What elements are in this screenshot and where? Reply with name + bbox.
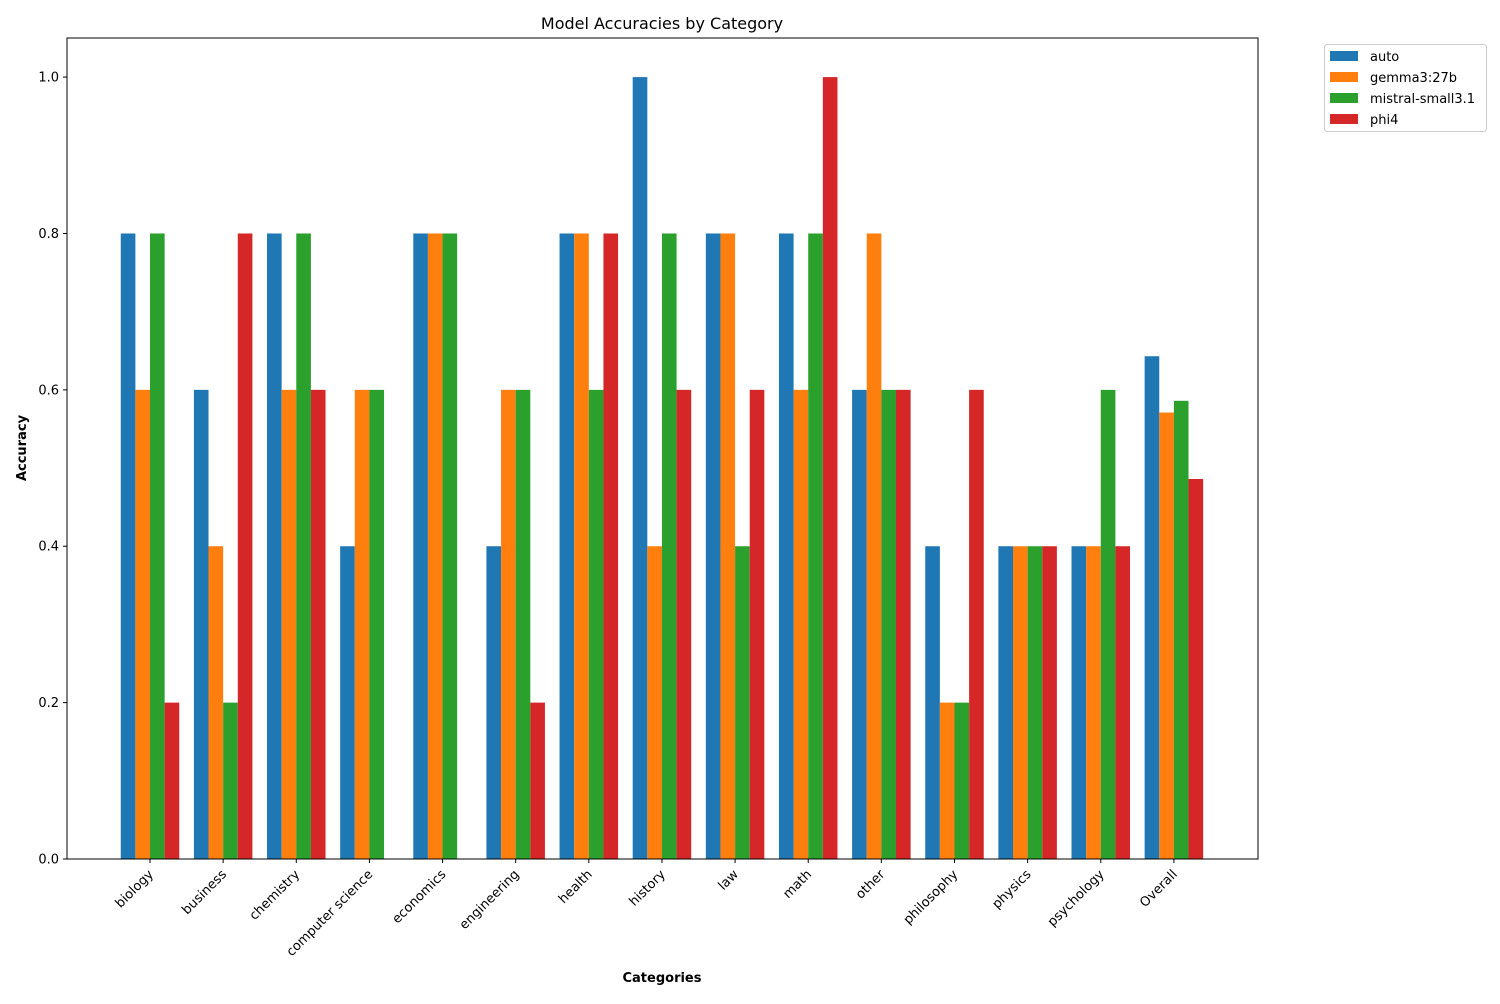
plot-frame — [66, 37, 1259, 860]
bar-mistral-small3.1-history — [661, 233, 677, 859]
bar-gemma3:27b-biology — [135, 389, 151, 859]
bar-mistral-small3.1-Overall — [1173, 400, 1189, 859]
bar-mistral-small3.1-engineering — [515, 389, 531, 859]
bar-mistral-small3.1-computer-science — [369, 389, 385, 859]
y-tick-label: 0.2 — [38, 696, 59, 711]
bar-gemma3:27b-physics — [1012, 546, 1028, 859]
x-tick-label: philosophy — [901, 867, 962, 928]
y-axis-label: Accuracy — [15, 414, 30, 481]
bar-gemma3:27b-philosophy — [939, 702, 955, 859]
x-tick-label: law — [716, 867, 743, 894]
bar-gemma3:27b-computer-science — [354, 389, 370, 859]
bar-gemma3:27b-math — [793, 389, 809, 859]
bar-phi4-psychology — [1115, 546, 1131, 859]
y-tick-label: 0.6 — [38, 383, 59, 398]
bar-auto-law — [705, 233, 721, 859]
bar-gemma3:27b-engineering — [501, 389, 516, 859]
legend-label: phi4 — [1370, 113, 1398, 128]
legend-label: mistral-small3.1 — [1370, 92, 1475, 107]
bar-mistral-small3.1-psychology — [1100, 389, 1116, 859]
bar-gemma3:27b-economics — [427, 233, 443, 859]
bar-gemma3:27b-chemistry — [281, 389, 297, 859]
bar-auto-economics — [413, 233, 428, 859]
bar-phi4-biology — [164, 702, 180, 859]
legend-swatch — [1330, 114, 1358, 124]
y-tick-label: 0.4 — [38, 540, 59, 555]
legend-box — [1324, 44, 1487, 132]
legend: auto gemma3:27b mistral-small3.1 phi4 — [1324, 44, 1487, 132]
bar-mistral-small3.1-physics — [1027, 546, 1043, 859]
bar-gemma3:27b-history — [647, 546, 662, 859]
x-tick-label: Overall — [1137, 867, 1180, 910]
bar-phi4-philosophy — [969, 389, 984, 859]
bar-mistral-small3.1-math — [808, 233, 823, 859]
bar-auto-health — [559, 233, 575, 859]
bar-mistral-small3.1-other — [881, 389, 896, 859]
x-tick-label: biology — [113, 867, 157, 911]
bar-phi4-physics — [1042, 546, 1057, 859]
x-tick-label: history — [627, 867, 669, 909]
legend-swatch — [1330, 72, 1358, 82]
bar-auto-business — [193, 389, 209, 859]
bar-phi4-history — [676, 389, 692, 859]
x-tick-label: economics — [390, 867, 450, 927]
bar-mistral-small3.1-health — [588, 389, 604, 859]
y-tick-label: 0.8 — [38, 227, 59, 242]
bar-mistral-small3.1-philosophy — [954, 702, 970, 859]
bar-phi4-business — [237, 233, 253, 859]
bar-auto-history — [632, 77, 648, 860]
bar-mistral-small3.1-economics — [442, 233, 458, 859]
y-tick-label: 1.0 — [38, 71, 59, 86]
bar-auto-psychology — [1071, 546, 1087, 859]
y-tick-label: 0.0 — [38, 853, 59, 868]
bar-mistral-small3.1-biology — [150, 233, 165, 859]
bar-gemma3:27b-law — [720, 233, 736, 859]
legend-swatch — [1330, 93, 1358, 103]
bar-phi4-chemistry — [310, 389, 326, 859]
x-tick-label: engineering — [457, 867, 523, 933]
bar-auto-engineering — [486, 546, 502, 859]
bar-auto-physics — [998, 546, 1013, 859]
legend-label: auto — [1370, 50, 1399, 65]
bar-auto-computer-science — [340, 546, 355, 859]
bar-mistral-small3.1-business — [223, 702, 238, 859]
bar-mistral-small3.1-chemistry — [296, 233, 311, 859]
x-tick-label: physics — [990, 867, 1035, 912]
x-tick-label: math — [780, 867, 815, 902]
x-tick-label: health — [556, 867, 596, 907]
bar-auto-Overall — [1144, 356, 1160, 859]
bar-auto-other — [852, 389, 867, 859]
bar-mistral-small3.1-law — [735, 546, 750, 859]
bar-auto-math — [778, 233, 794, 859]
bar-phi4-Overall — [1188, 478, 1204, 859]
bar-auto-biology — [120, 233, 136, 859]
bar-phi4-law — [749, 389, 765, 859]
bar-gemma3:27b-health — [574, 233, 589, 859]
bars-group — [120, 77, 1204, 860]
legend-swatch — [1330, 51, 1358, 61]
x-tick-label: business — [179, 867, 230, 918]
x-axis-label: Categories — [622, 971, 701, 986]
bar-gemma3:27b-other — [866, 233, 882, 859]
bar-auto-chemistry — [267, 233, 282, 859]
bar-phi4-math — [822, 77, 838, 860]
bar-auto-philosophy — [925, 546, 940, 859]
bar-phi4-engineering — [530, 702, 545, 859]
bar-gemma3:27b-Overall — [1159, 412, 1174, 859]
bar-phi4-health — [603, 233, 619, 859]
legend-label: gemma3:27b — [1370, 71, 1457, 86]
x-tick-label: chemistry — [247, 867, 303, 923]
x-tick-label: other — [853, 867, 889, 903]
bar-gemma3:27b-business — [208, 546, 224, 859]
bar-phi4-other — [895, 389, 911, 859]
bar-gemma3:27b-psychology — [1086, 546, 1101, 859]
chart-title: Model Accuracies by Category — [541, 14, 783, 33]
x-tick-label: psychology — [1045, 867, 1108, 930]
